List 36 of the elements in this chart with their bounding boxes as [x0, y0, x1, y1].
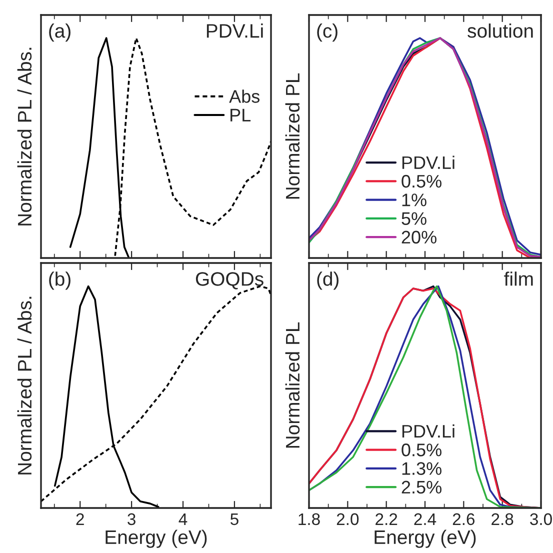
legend-label: 1.3%: [402, 462, 442, 475]
legend-label: Abs: [229, 90, 260, 103]
y-axis-title: Normalized PL: [285, 322, 300, 448]
text: PDV.Li: [206, 24, 263, 38]
legend-label: PDV.Li: [402, 156, 454, 169]
y-axis-title: Normalized PL / Abs.: [17, 48, 32, 226]
y-axis-title: Normalized PL: [285, 73, 300, 199]
x-tick-label: 2.6: [452, 513, 475, 526]
legend-label: 1%: [402, 194, 426, 206]
legend-label: 0.5%: [402, 444, 442, 456]
x-tick-label: 5: [230, 513, 238, 526]
x-tick-label: 2.0: [336, 513, 359, 526]
y-axis-title: Normalized PL / Abs.: [17, 296, 32, 474]
annotation: (a): [49, 24, 70, 42]
legend-label: PL: [230, 108, 251, 122]
legend-label: 0.5%: [402, 174, 442, 188]
x-tick-label: 2.8: [492, 513, 514, 526]
x-tick-label: 3.0: [530, 513, 552, 526]
x-axis-title: Energy (eV): [374, 530, 476, 548]
legend-label: 20%: [402, 230, 436, 244]
annotation: (c): [317, 24, 338, 42]
legend-label: PDV.Li: [402, 424, 454, 438]
x-tick-label: 2.4: [414, 513, 436, 525]
text: film: [504, 272, 533, 286]
x-tick-label: 4: [178, 513, 188, 525]
text: solution: [468, 24, 533, 38]
legend-label: 2.5%: [402, 480, 442, 494]
x-tick-label: 2: [76, 513, 84, 525]
x-tick-label: 1.8: [298, 513, 320, 526]
annotation: GOQDs: [196, 272, 264, 290]
x-axis-title: Energy (eV): [106, 530, 207, 548]
annotation: (b): [49, 272, 70, 290]
x-tick-label: 2.2: [376, 513, 398, 525]
annotation: (d): [317, 272, 339, 290]
x-tick-label: 3: [128, 513, 136, 526]
legend-label: 5%: [402, 212, 426, 225]
